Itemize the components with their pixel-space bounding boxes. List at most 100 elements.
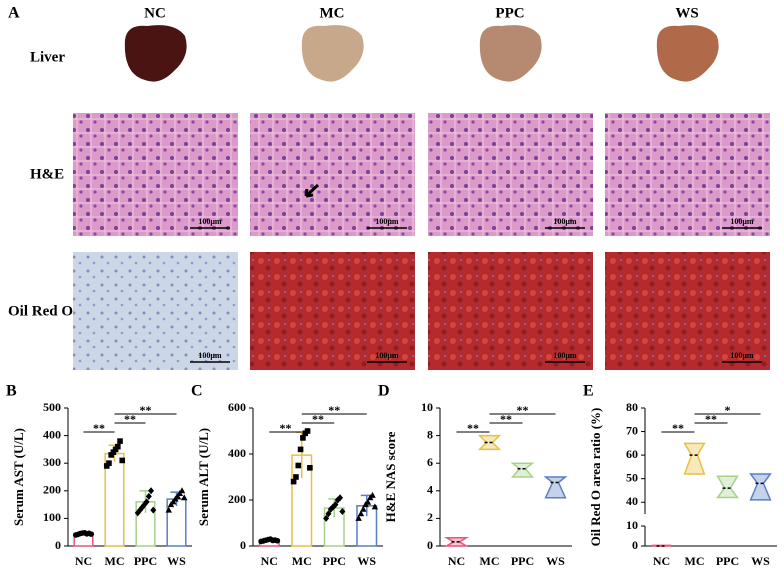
y-axis-label: Serum ALT (U/L)	[196, 428, 211, 526]
x-tick-label: WS	[167, 554, 186, 568]
x-tick-label: NC	[448, 554, 465, 568]
data-point	[274, 537, 281, 544]
significance-label: **	[705, 412, 717, 426]
y-tick-label: 100	[43, 510, 61, 524]
liver-image	[301, 25, 364, 82]
y-tick-label: 60	[626, 447, 638, 461]
oil-red-image	[428, 252, 593, 370]
column-header: NC	[144, 5, 166, 21]
data-point	[143, 498, 150, 506]
significance-label: **	[517, 403, 529, 417]
data-point	[369, 491, 376, 498]
scale-bar-label: 100μm	[553, 351, 577, 360]
oil-red-image	[73, 252, 238, 370]
data-point	[119, 457, 126, 464]
data-point	[307, 465, 313, 471]
data-point	[357, 510, 365, 517]
violin	[749, 473, 772, 501]
y-tick-label: 80	[626, 400, 638, 414]
y-tick-label: 50	[626, 470, 638, 484]
y-tick-label: 10	[421, 400, 433, 414]
violin	[443, 536, 470, 547]
significance-label: **	[500, 412, 512, 426]
scale-bar-label: 100μm	[198, 217, 222, 226]
scale-bar-label: 100μm	[198, 351, 222, 360]
significance-label: **	[312, 412, 324, 426]
oil-red-image	[605, 252, 770, 370]
data-point	[339, 508, 346, 515]
row-header: Liver	[30, 49, 65, 65]
he-image	[73, 113, 238, 236]
data-point	[115, 443, 121, 450]
x-tick-label: PPC	[134, 554, 157, 568]
x-tick-label: PPC	[323, 554, 346, 568]
data-point	[355, 514, 362, 521]
y-tick-label: 8	[427, 427, 433, 441]
liver-image	[124, 25, 187, 82]
data-point	[304, 428, 311, 434]
y-tick-label: 4	[427, 483, 433, 497]
data-point	[117, 438, 123, 444]
y-tick-label: 40	[626, 494, 638, 508]
data-point	[88, 531, 95, 537]
y-tick-label: 500	[43, 400, 61, 414]
y-axis-label: Oil Red O area ratio (%)	[588, 408, 603, 547]
data-point	[293, 474, 299, 480]
violin	[510, 462, 535, 478]
y-tick-label: 2	[427, 510, 433, 524]
panel-label: C	[191, 383, 203, 400]
y-tick-label: 600	[228, 400, 246, 414]
violin	[716, 475, 739, 499]
he-image	[605, 113, 770, 236]
violin	[683, 442, 706, 475]
significance-label: **	[93, 421, 105, 435]
y-tick-label: 0	[632, 538, 638, 552]
significance-label: **	[672, 421, 684, 435]
data-point	[290, 478, 297, 485]
panel-label: D	[378, 383, 390, 400]
significance-label: **	[140, 403, 152, 417]
x-tick-label: NC	[75, 554, 92, 568]
y-tick-label: 400	[43, 427, 61, 441]
data-point	[106, 460, 112, 466]
y-axis-label: Serum AST (U/L)	[11, 428, 26, 526]
x-tick-label: WS	[751, 554, 770, 568]
column-header: PPC	[495, 5, 524, 21]
liver-image	[479, 25, 542, 82]
data-point	[297, 446, 304, 453]
data-point	[360, 505, 367, 512]
data-point	[178, 487, 186, 494]
row-header: Oil Red O	[8, 303, 73, 319]
x-tick-label: PPC	[716, 554, 739, 568]
oil-red-image	[250, 252, 415, 370]
he-image	[428, 113, 593, 236]
x-tick-label: NC	[261, 554, 278, 568]
y-tick-label: 400	[228, 446, 246, 460]
violin	[543, 476, 568, 499]
data-point	[323, 514, 330, 522]
significance-label: *	[725, 403, 731, 417]
y-tick-label: 0	[427, 538, 433, 552]
y-tick-label: 6	[427, 455, 433, 469]
y-tick-label: 10	[626, 518, 638, 532]
arrow	[304, 183, 320, 198]
y-tick-label: 300	[43, 455, 61, 469]
x-tick-label: MC	[685, 554, 705, 568]
data-point	[165, 506, 172, 513]
significance-label: **	[467, 421, 479, 435]
x-tick-label: MC	[480, 554, 500, 568]
significance-label: **	[124, 412, 136, 426]
y-tick-label: 0	[240, 538, 246, 552]
y-tick-label: 70	[626, 423, 638, 437]
panel-label: B	[6, 383, 17, 400]
scale-bar-label: 100μm	[730, 351, 754, 360]
data-point	[145, 492, 152, 500]
scale-bar-label: 100μm	[553, 217, 577, 226]
scale-bar-label: 100μm	[375, 217, 399, 226]
data-point	[148, 487, 155, 495]
violin	[651, 544, 672, 547]
y-tick-label: 200	[228, 492, 246, 506]
liver-image	[656, 25, 719, 82]
x-tick-label: NC	[653, 554, 670, 568]
